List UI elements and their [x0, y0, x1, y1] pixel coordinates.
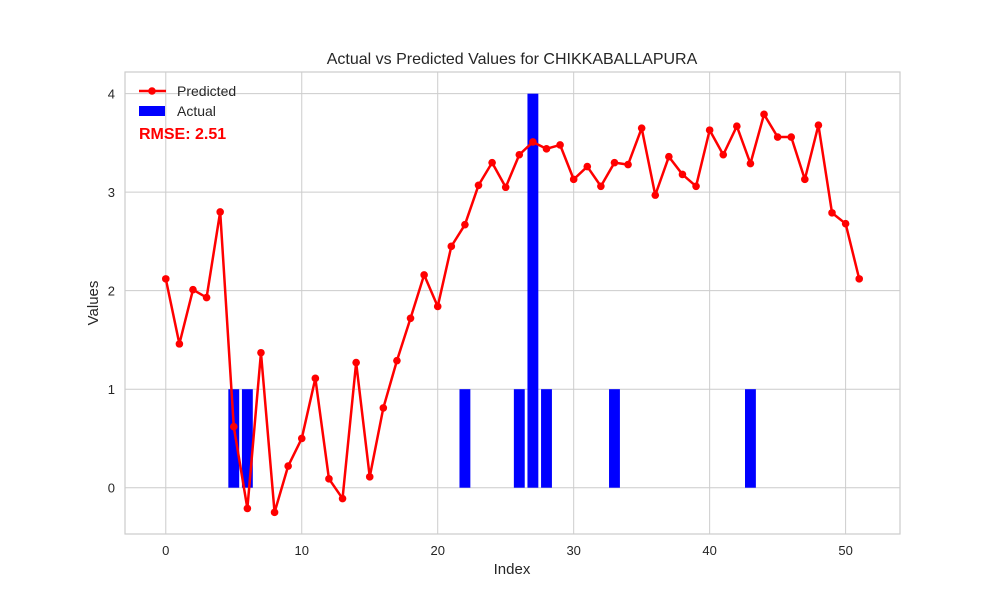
x-tick-label: 10	[295, 543, 309, 558]
legend: Predicted Actual	[139, 83, 236, 119]
predicted-point	[760, 110, 768, 119]
predicted-point	[243, 504, 252, 513]
predicted-point	[338, 494, 347, 503]
predicted-point	[229, 422, 238, 431]
predicted-point	[365, 473, 374, 481]
predicted-point	[270, 508, 279, 517]
predicted-point	[678, 170, 687, 179]
actual-bar	[745, 389, 756, 488]
actual-bar	[228, 389, 240, 488]
predicted-point	[529, 138, 537, 146]
predicted-point	[393, 356, 401, 365]
actual-bar	[541, 389, 552, 488]
x-tick-label: 30	[566, 543, 580, 558]
actual-bar	[241, 389, 253, 488]
predicted-point	[474, 181, 483, 190]
predicted-line	[161, 110, 864, 517]
legend-actual-label: Actual	[177, 103, 216, 119]
predicted-point	[325, 475, 333, 483]
predicted-point	[705, 126, 714, 134]
predicted-point	[175, 340, 184, 348]
predicted-point	[352, 358, 360, 367]
rmse-annotation: RMSE: 2.51	[139, 126, 226, 143]
y-tick-label: 4	[108, 87, 115, 102]
predicted-point	[542, 145, 551, 153]
predicted-point	[637, 124, 646, 132]
y-tick-label: 2	[108, 284, 115, 299]
y-axis-label: Values	[85, 281, 102, 326]
y-tick-label: 3	[108, 185, 115, 200]
actual-bar	[609, 389, 620, 488]
predicted-point	[257, 348, 265, 357]
predicted-point	[841, 219, 850, 228]
x-tick-label: 20	[430, 543, 444, 558]
plot-frame	[124, 71, 901, 535]
predicted-point	[692, 182, 700, 191]
predicted-point	[433, 302, 442, 311]
legend-actual-swatch	[139, 106, 165, 116]
predicted-point	[406, 314, 415, 323]
predicted-point	[787, 133, 796, 141]
predicted-point	[461, 220, 469, 229]
predicted-point	[420, 271, 428, 279]
predicted-point	[501, 183, 510, 192]
predicted-point	[773, 133, 782, 141]
predicted-point	[719, 150, 728, 159]
predicted-point	[814, 121, 823, 129]
chart-title: Actual vs Predicted Values for CHIKKABAL…	[327, 51, 698, 68]
y-tick-label: 0	[108, 481, 115, 496]
actual-bar	[513, 389, 525, 488]
actual-bars	[228, 93, 756, 488]
predicted-point	[202, 293, 211, 302]
predicted-point	[556, 141, 564, 149]
predicted-point	[597, 182, 605, 191]
legend-predicted-marker	[148, 87, 156, 95]
predicted-point	[284, 462, 292, 470]
predicted-point	[515, 150, 524, 159]
x-tick-label: 40	[702, 543, 716, 558]
predicted-point	[651, 191, 660, 199]
predicted-point	[447, 242, 456, 251]
predicted-point	[311, 374, 320, 383]
predicted-point	[855, 275, 864, 283]
predicted-point	[801, 175, 809, 184]
grid	[125, 72, 900, 534]
predicted-point	[746, 159, 755, 168]
y-tick-label: 1	[108, 382, 115, 397]
predicted-line-path	[164, 113, 861, 514]
predicted-point	[624, 160, 632, 169]
x-axis-label: Index	[494, 561, 531, 578]
predicted-point	[161, 275, 170, 283]
x-tick-label: 0	[162, 543, 169, 558]
actual-bar	[459, 389, 471, 488]
predicted-point	[297, 434, 306, 443]
predicted-point	[569, 175, 578, 184]
predicted-point	[610, 158, 619, 167]
predicted-point	[733, 122, 741, 130]
predicted-point	[665, 152, 673, 161]
predicted-point	[583, 162, 592, 171]
predicted-point	[488, 158, 496, 167]
tick-labels: 0 10 20 30 40 50 0 1 2 3 4	[108, 87, 853, 558]
predicted-point	[379, 404, 388, 412]
x-tick-label: 50	[838, 543, 852, 558]
predicted-point	[828, 209, 836, 217]
predicted-point	[189, 285, 197, 294]
legend-predicted-label: Predicted	[177, 83, 236, 99]
predicted-point	[216, 208, 224, 216]
actual-bar	[527, 93, 539, 488]
